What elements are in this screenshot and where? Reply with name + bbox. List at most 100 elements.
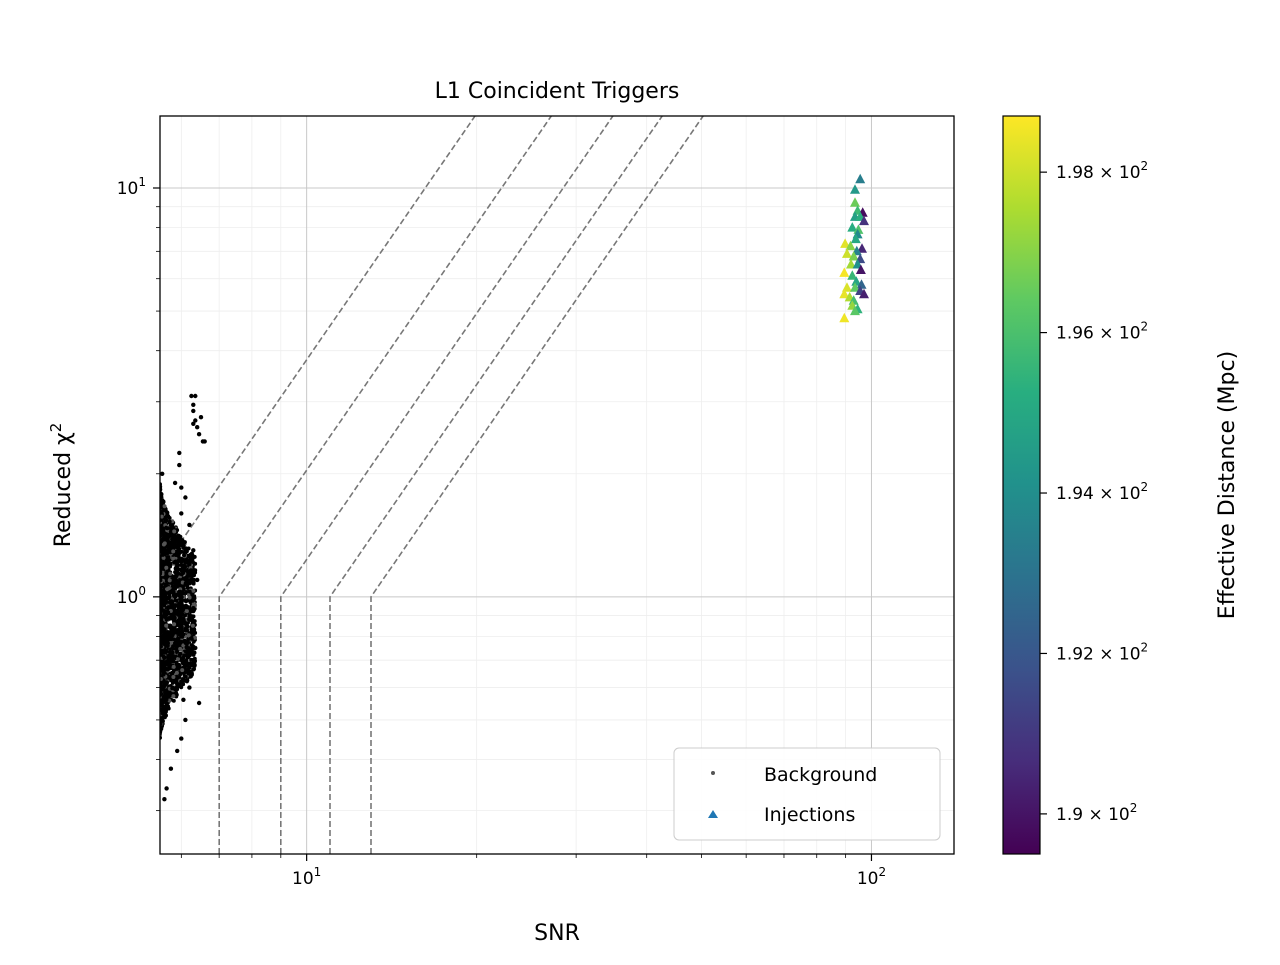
background-point <box>160 719 164 723</box>
background-point <box>171 590 176 595</box>
background-point <box>189 558 194 563</box>
background-point <box>171 556 176 561</box>
background-point <box>160 620 165 625</box>
injection-point <box>855 264 866 274</box>
injection-points <box>839 173 869 323</box>
background-point <box>171 698 176 703</box>
background-point <box>165 587 169 592</box>
background-point <box>163 709 168 714</box>
colorbar-tick-label: 1.94 × 102 <box>1056 480 1148 504</box>
background-point <box>169 599 174 604</box>
legend-marker-injections <box>708 810 718 818</box>
background-point <box>171 669 176 674</box>
background-point <box>162 627 167 632</box>
background-point <box>187 613 192 618</box>
background-point <box>164 623 169 628</box>
background-point <box>184 603 188 608</box>
injection-point <box>839 288 850 299</box>
background-point <box>175 682 180 687</box>
background-point <box>190 623 195 628</box>
background-point <box>176 580 181 585</box>
x-tick-exponent: 1 <box>314 865 322 879</box>
background-point <box>167 519 172 524</box>
background-point <box>160 514 164 519</box>
injection-point <box>850 184 860 194</box>
background-point <box>191 652 196 657</box>
colorbar-label: Effective Distance (Mpc) <box>1215 351 1240 619</box>
background-point <box>168 766 174 771</box>
background-point <box>175 649 179 654</box>
background-point <box>189 554 194 559</box>
background-point <box>178 646 183 651</box>
background-point <box>193 630 198 635</box>
injection-point <box>848 295 859 305</box>
background-point <box>171 549 176 554</box>
background-point <box>162 655 166 660</box>
colorbar-tick-label: 1.98 × 102 <box>1056 159 1148 183</box>
background-point <box>179 549 184 554</box>
background-point <box>160 636 163 641</box>
background-point <box>183 495 188 500</box>
background-point <box>184 547 189 552</box>
background-point <box>176 623 181 628</box>
background-point <box>175 748 180 754</box>
background-point <box>191 614 196 619</box>
background-point <box>179 625 184 630</box>
background-point <box>185 640 190 645</box>
x-tick-exponent: 2 <box>878 865 886 879</box>
legend-box <box>673 747 941 841</box>
colorbar-tick-mantissa: 1.94 × 10 <box>1056 484 1141 504</box>
background-point <box>161 499 166 504</box>
background-point <box>162 561 167 566</box>
background-points <box>160 393 207 802</box>
background-point <box>171 644 176 649</box>
background-point <box>190 598 195 603</box>
background-point <box>177 462 182 468</box>
background-point <box>160 703 164 708</box>
y-tick-exponent: 1 <box>138 175 146 189</box>
background-point <box>187 522 192 528</box>
colorbar-tick-mantissa: 1.98 × 10 <box>1056 163 1141 183</box>
injection-point <box>845 240 856 251</box>
background-point <box>185 654 190 659</box>
background-point <box>185 678 190 683</box>
background-point <box>160 623 165 628</box>
background-point <box>195 425 200 430</box>
background-point <box>168 540 173 545</box>
background-point <box>160 471 165 476</box>
background-point <box>172 529 177 534</box>
injection-point <box>859 288 869 299</box>
background-point <box>165 680 169 685</box>
plot-area <box>160 116 954 854</box>
background-point <box>165 513 170 518</box>
background-point <box>176 657 180 661</box>
background-point <box>180 634 185 639</box>
y-axis-label-superscript: 2 <box>47 423 65 433</box>
background-point <box>162 797 167 802</box>
colorbar-tick-mantissa: 1.9 × 10 <box>1056 805 1130 825</box>
background-point <box>171 694 176 699</box>
threshold-curve <box>280 116 614 854</box>
background-point <box>187 617 191 622</box>
threshold-curves <box>160 116 705 854</box>
background-point <box>161 707 165 712</box>
background-point <box>196 700 202 706</box>
background-point <box>179 485 184 490</box>
background-point <box>172 480 178 486</box>
background-point <box>179 685 184 690</box>
background-point <box>184 609 189 614</box>
background-point <box>184 576 189 581</box>
background-point <box>173 559 178 564</box>
background-point <box>167 649 172 654</box>
background-point <box>181 697 186 702</box>
injection-point <box>857 243 867 253</box>
background-point <box>183 649 188 654</box>
legend-marker-background <box>711 771 715 775</box>
background-point <box>179 595 184 600</box>
injection-point <box>850 305 860 316</box>
injection-point <box>850 233 861 244</box>
background-point <box>175 620 180 625</box>
background-point <box>192 664 197 668</box>
background-point <box>191 548 196 553</box>
